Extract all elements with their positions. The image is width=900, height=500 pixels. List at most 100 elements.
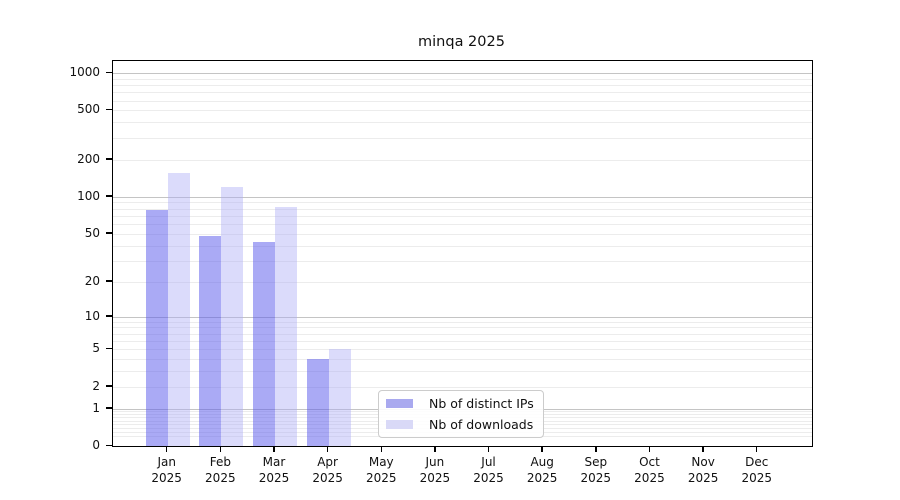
minor-gridline: [113, 349, 812, 351]
minor-gridline: [113, 340, 812, 342]
y-axis-tick: [106, 195, 112, 197]
chart-title: minqa 2025: [418, 34, 505, 50]
y-axis-tick: [106, 158, 112, 160]
bar-downloads-feb: [221, 187, 244, 446]
year-label: 2025: [151, 471, 182, 485]
year-label: 2025: [419, 471, 451, 485]
bar-downloads-mar: [274, 207, 297, 446]
x-axis-tick-label: Nov 2025: [673, 454, 733, 486]
x-axis-tick: [434, 447, 436, 452]
y-axis-tick-label: 1: [92, 400, 100, 415]
x-axis-tick: [273, 447, 275, 452]
major-gridline: [113, 316, 812, 318]
year-label: 2025: [526, 471, 558, 485]
minor-gridline: [113, 85, 812, 87]
y-axis-tick-label: 2: [92, 378, 100, 393]
x-axis-tick-label: Oct 2025: [619, 454, 679, 486]
y-axis-tick: [106, 444, 112, 446]
minor-gridline: [113, 321, 812, 323]
y-axis-tick-label: 200: [77, 151, 100, 166]
y-axis-tick: [106, 315, 112, 317]
legend-label-downloads: Nb of downloads: [429, 416, 534, 432]
month-label: Oct: [639, 455, 660, 469]
x-axis-tick: [219, 447, 222, 452]
minor-gridline: [113, 100, 812, 102]
month-label: Jul: [481, 455, 496, 469]
y-axis-tick: [106, 280, 112, 282]
legend-label-distinct-ips: Nb of distinct IPs: [429, 396, 534, 412]
minor-gridline: [113, 78, 812, 80]
minor-gridline: [113, 260, 812, 262]
year-label: 2025: [741, 471, 772, 485]
x-axis-tick-label: Jan 2025: [137, 454, 197, 486]
minor-gridline: [113, 92, 812, 94]
y-axis-tick-label: 500: [77, 102, 100, 117]
year-label: 2025: [365, 471, 397, 485]
year-label: 2025: [473, 471, 504, 485]
x-axis-tick-label: Aug 2025: [512, 454, 572, 486]
legend: Nb of distinct IPs Nb of downloads: [378, 390, 544, 438]
year-label: 2025: [687, 471, 719, 485]
month-label: Jan: [157, 455, 176, 469]
x-axis-tick: [487, 447, 490, 452]
minor-gridline: [113, 215, 812, 217]
major-gridline: [113, 73, 812, 74]
major-gridline: [113, 196, 812, 198]
month-label: Aug: [530, 455, 554, 469]
y-axis-tick-label: 1000: [69, 65, 100, 79]
bar-downloads-jan: [167, 173, 190, 446]
minor-gridline: [113, 122, 812, 124]
minor-gridline: [113, 327, 812, 329]
x-axis-tick: [702, 447, 704, 452]
month-label: May: [368, 455, 394, 469]
month-label: Jun: [425, 455, 445, 469]
minor-gridline: [113, 224, 812, 226]
y-axis-tick: [106, 407, 112, 409]
minor-gridline: [113, 233, 812, 235]
x-axis-tick: [755, 447, 758, 452]
y-axis-tick-label: 100: [77, 188, 100, 203]
year-label: 2025: [634, 471, 665, 485]
month-label: Apr: [317, 455, 338, 469]
bar-distinct-ips-mar: [252, 241, 275, 446]
bar-distinct-ips-feb: [199, 235, 222, 446]
minor-gridline: [113, 333, 812, 335]
minor-gridline: [113, 359, 812, 361]
y-axis-tick: [106, 232, 112, 234]
x-axis-tick: [648, 447, 651, 452]
legend-item-downloads: Nb of downloads: [386, 416, 535, 434]
x-axis-tick: [541, 447, 543, 452]
y-axis-tick-label: 20: [84, 273, 100, 288]
minor-gridline: [113, 202, 812, 204]
minor-gridline: [113, 371, 812, 373]
x-axis-tick: [595, 447, 597, 452]
bar-distinct-ips-apr: [306, 359, 329, 446]
minor-gridline: [113, 386, 812, 388]
bar-downloads-apr: [328, 349, 351, 446]
minor-gridline: [113, 208, 812, 210]
y-axis-tick: [106, 71, 112, 73]
minor-gridline: [113, 137, 812, 139]
x-axis-tick: [380, 447, 382, 452]
x-axis-tick-label: Jul 2025: [459, 454, 519, 486]
year-label: 2025: [312, 471, 343, 485]
x-axis-tick: [326, 447, 329, 452]
y-axis-tick-label: 10: [84, 308, 100, 323]
minor-gridline: [113, 159, 812, 161]
month-label: Feb: [209, 455, 231, 469]
x-axis-tick-label: Jun 2025: [405, 454, 465, 486]
month-label: Sep: [584, 455, 608, 469]
y-axis-tick: [106, 108, 112, 111]
x-axis-tick-label: Mar 2025: [244, 454, 304, 486]
month-label: Dec: [745, 455, 769, 469]
plot-area: [112, 60, 813, 447]
x-axis-tick-label: May 2025: [351, 454, 411, 486]
x-axis-tick-label: Dec 2025: [727, 454, 787, 486]
month-label: Mar: [262, 455, 286, 469]
downloads-swatch-icon: [386, 419, 413, 429]
y-axis-tick: [106, 385, 112, 387]
minor-gridline: [113, 110, 812, 112]
y-axis-tick-label: 0: [92, 438, 100, 452]
year-label: 2025: [580, 471, 612, 485]
